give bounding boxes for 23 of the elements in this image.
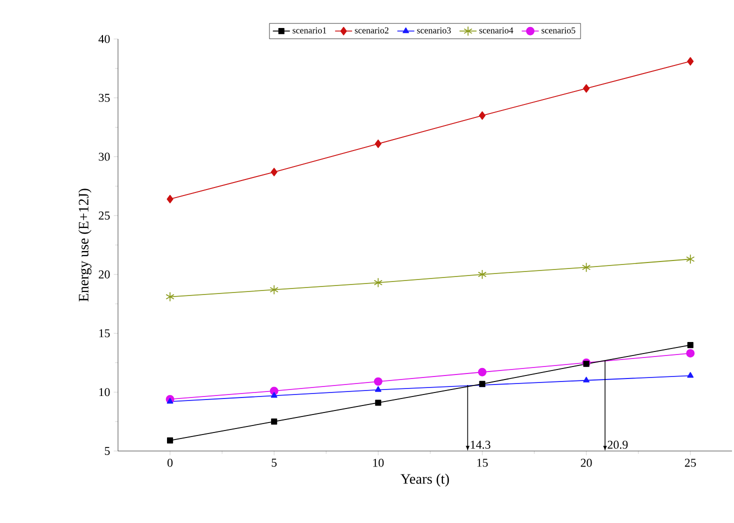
legend-label: scenario3 [417,27,451,34]
annotation: 14.3 [470,440,490,449]
x-axis-title: Years (t) [400,474,449,487]
x-tick-label: 25 [684,458,696,467]
legend-label: scenario2 [354,27,388,34]
y-axis-title: Energy use (E+12J) [78,188,92,302]
x-tick-label: 0 [168,458,173,467]
x-tick-label: 5 [272,458,277,467]
legend-label: scenario1 [292,27,326,34]
y-tick-label: 20 [98,270,110,278]
y-tick-label: 25 [98,212,110,220]
x-tick-label: 10 [373,458,384,467]
legend-label: scenario4 [479,27,514,34]
annotation: 20.9 [608,440,628,449]
y-tick-label: 5 [104,447,110,455]
y-tick-label: 15 [99,329,110,338]
y-tick-label: 40 [98,34,110,44]
y-tick-label: 30 [98,152,110,161]
y-tick-label: 35 [98,94,110,102]
legend-label: scenario5 [542,27,576,34]
x-tick-label: 15 [477,458,488,467]
y-tick-label: 10 [99,388,110,396]
x-tick-label: 20 [580,458,592,467]
